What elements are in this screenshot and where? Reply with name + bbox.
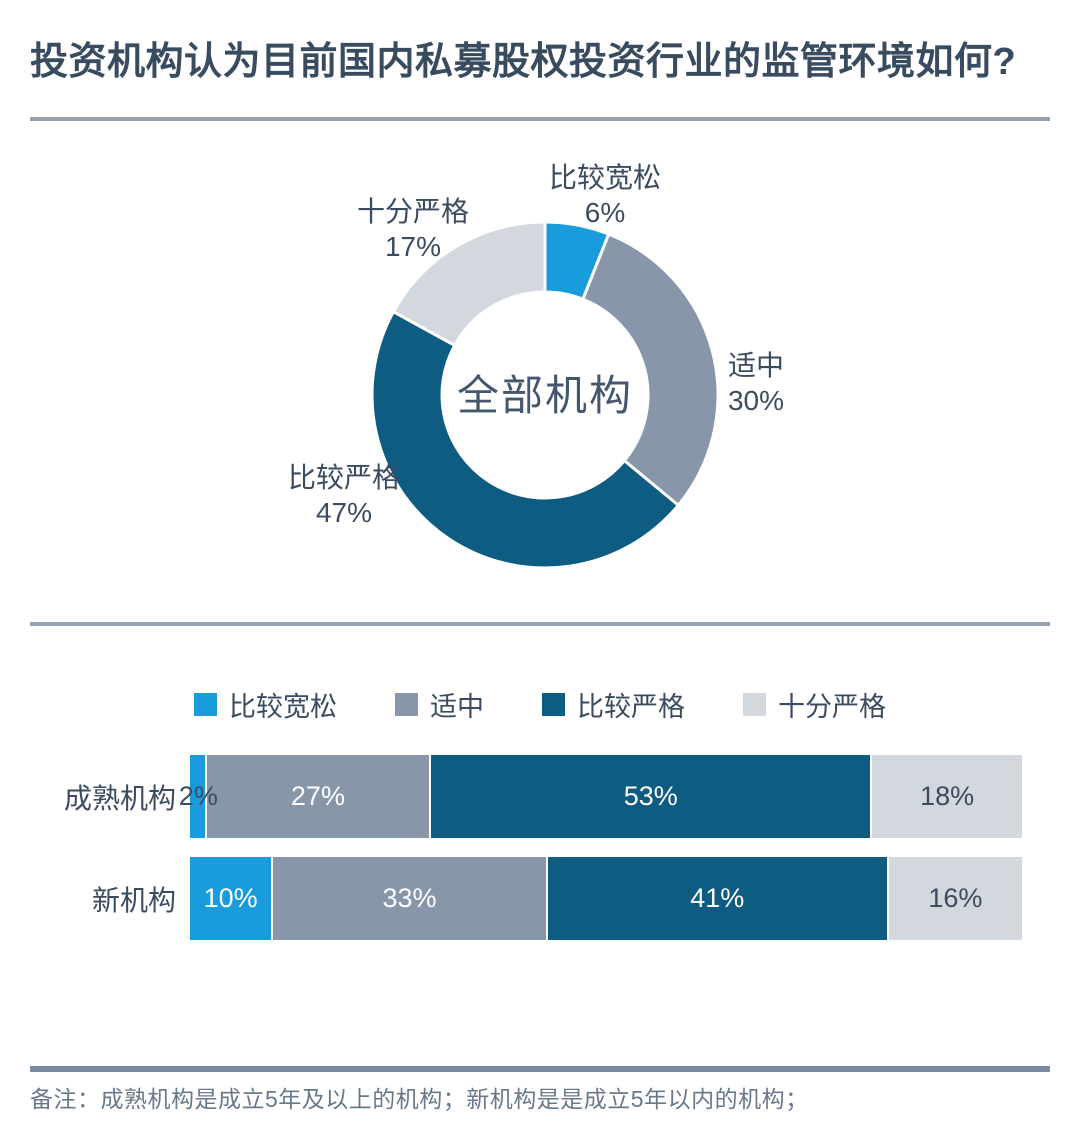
title-divider — [30, 117, 1050, 121]
donut-label-loose-value: 6% — [584, 197, 626, 228]
legend-label-very-strict: 十分严格 — [778, 691, 886, 722]
donut-label-moderate: 适中 30% — [646, 348, 866, 418]
legend-swatch-very-strict — [743, 692, 766, 716]
donut-label-moderate-value: 30% — [727, 385, 785, 416]
donut-label-strict-value: 47% — [315, 497, 373, 528]
donut-slice-2 — [370, 309, 681, 570]
footer-divider — [30, 1066, 1050, 1072]
bar-segment-0-3: 18% — [872, 755, 1022, 838]
donut-label-loose: 比较宽松 6% — [495, 160, 715, 230]
bar-category-new: 新机构 — [91, 884, 176, 916]
donut-label-strict-name: 比较严格 — [287, 462, 400, 493]
bar-row-new: 新机构 10% 33% 41% 16% — [0, 857, 1080, 940]
bar-row-mature: 成熟机构 2% 27% 53% 18% — [0, 755, 1080, 838]
legend-swatch-loose — [194, 692, 217, 716]
bar-segment-1-1: 33% — [273, 857, 548, 940]
legend-swatch-strict — [542, 692, 565, 716]
bar-segment-1-0: 10% — [190, 857, 274, 940]
stacked-bar-chart: 成熟机构 2% 27% 53% 18% 新机构 10% 33% 41% 16% — [0, 755, 1080, 940]
legend-label-loose: 比较宽松 — [229, 691, 337, 722]
bar-segment-1-3: 16% — [888, 857, 1022, 940]
legend-swatch-moderate — [395, 692, 418, 716]
segment-label-0-0: 2% — [178, 781, 218, 811]
legend: 比较宽松 适中 比较严格 十分严格 — [0, 688, 1080, 722]
bar-segment-0-2: 53% — [431, 755, 873, 838]
donut-slice-3 — [391, 220, 547, 348]
donut-label-loose-name: 比较宽松 — [548, 162, 661, 193]
legend-item-moderate: 适中 — [395, 685, 484, 724]
legend-label-strict: 比较严格 — [577, 691, 685, 722]
legend-item-strict: 比较严格 — [542, 685, 685, 724]
donut-slice-1 — [580, 232, 720, 508]
footnote: 备注：成熟机构是成立5年及以上的机构；新机构是是成立5年以内的机构； — [30, 1086, 809, 1112]
donut-center-label: 全部机构 — [456, 372, 633, 419]
legend-item-loose: 比较宽松 — [194, 685, 337, 724]
donut-label-very-strict-value: 17% — [384, 231, 442, 262]
donut-label-very-strict: 十分严格 17% — [303, 194, 523, 264]
bar-segment-1-2: 41% — [547, 857, 889, 940]
section-divider — [30, 622, 1050, 626]
donut-label-very-strict-name: 十分严格 — [356, 196, 469, 227]
bar-segment-0-0 — [190, 755, 207, 838]
page-title: 投资机构认为目前国内私募股权投资行业的监管环境如何? — [30, 41, 1017, 83]
donut-label-strict: 比较严格 47% — [234, 460, 454, 530]
donut-chart — [370, 220, 720, 570]
bar-track-mature: 2% 27% 53% 18% — [179, 755, 1022, 838]
legend-item-very-strict: 十分严格 — [743, 685, 886, 724]
bar-track-new: 10% 33% 41% 16% — [190, 857, 1022, 940]
bar-segment-0-1: 27% — [206, 755, 432, 838]
bar-category-mature: 成熟机构 — [63, 782, 176, 814]
donut-label-moderate-name: 适中 — [727, 350, 784, 381]
legend-label-moderate: 适中 — [430, 691, 484, 722]
